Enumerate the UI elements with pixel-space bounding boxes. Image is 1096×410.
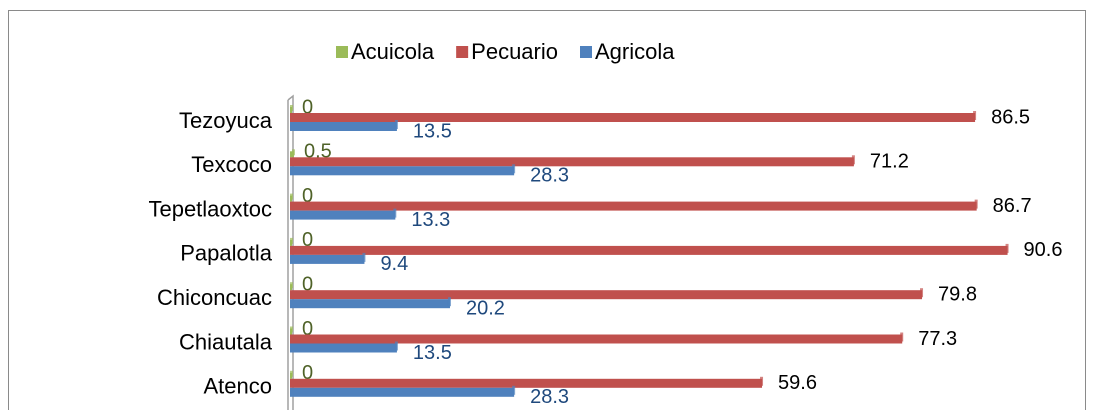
data-label: 13.5 xyxy=(413,342,452,364)
data-label: 0 xyxy=(302,229,313,251)
category-label: Tezoyuca xyxy=(179,108,273,133)
bar-end xyxy=(974,199,978,209)
data-label: 0.5 xyxy=(304,141,332,163)
bar xyxy=(290,122,397,131)
bar-end xyxy=(290,105,293,111)
data-label: 0 xyxy=(302,96,313,118)
bar-end xyxy=(290,326,293,333)
bar-end xyxy=(290,193,293,200)
bar xyxy=(290,201,977,211)
data-label: 77.3 xyxy=(918,328,957,350)
data-label: 0 xyxy=(302,185,313,207)
category-label: Papalotla xyxy=(180,241,273,266)
bar-end xyxy=(447,297,451,307)
bar-end xyxy=(291,149,295,156)
bar xyxy=(290,245,1008,255)
category-label: Texcoco xyxy=(191,152,272,177)
data-label: 59.6 xyxy=(778,372,817,394)
bar xyxy=(290,210,396,220)
bar xyxy=(290,299,450,309)
legend-swatch xyxy=(336,46,348,58)
bar xyxy=(290,113,976,122)
category-label: Atenco xyxy=(204,374,273,399)
category-label: Chiautala xyxy=(179,329,273,354)
bar-end xyxy=(760,376,764,386)
bar xyxy=(290,387,515,397)
bar-end xyxy=(1005,243,1009,253)
data-label: 9.4 xyxy=(380,253,408,275)
category-label: Tepetlaoxtoc xyxy=(148,196,272,221)
bar-end xyxy=(393,208,397,218)
data-label: 13.5 xyxy=(413,120,452,142)
data-label: 0 xyxy=(302,318,313,340)
bar-end xyxy=(851,155,855,165)
bar-end xyxy=(290,237,293,244)
legend-swatch xyxy=(580,46,592,58)
data-label: 0 xyxy=(302,362,313,384)
bar-end xyxy=(900,332,904,342)
category-label: Chiconcuac xyxy=(157,285,272,310)
data-label: 20.2 xyxy=(466,297,505,319)
bar-end xyxy=(512,164,516,174)
bar-end xyxy=(290,282,293,289)
data-label: 79.8 xyxy=(938,283,977,305)
bar xyxy=(290,254,365,264)
bar-end xyxy=(362,252,366,262)
bar xyxy=(290,343,397,353)
bar xyxy=(290,166,515,176)
data-label: 13.3 xyxy=(411,209,450,231)
legend-swatch xyxy=(456,46,469,58)
legend-label: Acuicola xyxy=(351,39,435,64)
data-label: 28.3 xyxy=(530,165,569,187)
data-label: 86.7 xyxy=(993,195,1032,217)
bar-end xyxy=(394,120,398,129)
bar-end xyxy=(512,385,516,395)
data-label: 0 xyxy=(302,273,313,295)
data-label: 90.6 xyxy=(1024,239,1063,261)
bar xyxy=(290,157,854,167)
bar-end xyxy=(920,288,924,298)
bar xyxy=(290,290,923,300)
bar-end xyxy=(290,370,293,377)
data-label: 86.5 xyxy=(991,106,1030,128)
bar-end xyxy=(394,341,398,351)
data-label: 28.3 xyxy=(530,386,569,408)
legend-label: Agricola xyxy=(595,39,675,64)
bar xyxy=(290,378,763,388)
bar-end xyxy=(973,111,977,120)
bar xyxy=(290,334,903,344)
legend-label: Pecuario xyxy=(471,39,558,64)
data-label: 71.2 xyxy=(870,151,909,173)
